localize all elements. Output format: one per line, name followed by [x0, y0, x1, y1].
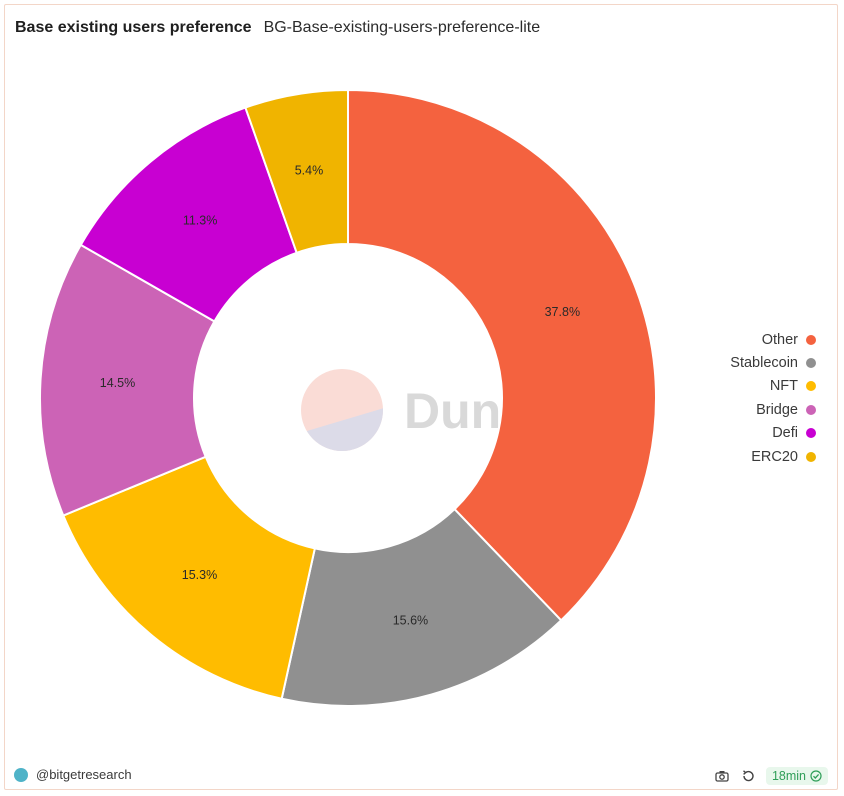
- legend-label: ERC20: [751, 448, 798, 465]
- slice-other[interactable]: [347, 88, 657, 622]
- chart-title: Base existing users preference: [15, 19, 252, 36]
- chart-header: Base existing users preference BG-Base-e…: [15, 19, 540, 37]
- legend-label: NFT: [769, 378, 798, 395]
- legend-swatch: [806, 358, 816, 369]
- legend-swatch: [806, 451, 816, 462]
- refresh-age: 18min: [771, 769, 806, 783]
- legend-label: Defi: [772, 425, 798, 442]
- data-label-stablecoin: 15.6%: [393, 613, 428, 627]
- legend-item-other[interactable]: Other: [730, 328, 816, 351]
- slice-erc20[interactable]: [244, 88, 349, 255]
- legend-swatch: [806, 334, 816, 345]
- legend-item-stablecoin[interactable]: Stablecoin: [730, 351, 816, 374]
- data-label-nft: 15.3%: [182, 568, 217, 582]
- legend-item-bridge[interactable]: Bridge: [730, 398, 816, 421]
- data-label-bridge: 14.5%: [100, 376, 135, 390]
- legend-label: Bridge: [756, 401, 798, 418]
- author-name[interactable]: @bitgetresearch: [36, 767, 132, 782]
- camera-icon[interactable]: [714, 768, 730, 784]
- legend-label: Stablecoin: [730, 355, 798, 372]
- refresh-age-badge: 18min: [765, 767, 828, 785]
- legend-item-defi[interactable]: Defi: [730, 422, 816, 445]
- dune-watermark: Dune: [301, 369, 529, 451]
- query-name[interactable]: BG-Base-existing-users-preference-lite: [263, 19, 541, 36]
- footer-actions: 18min: [714, 767, 828, 785]
- legend-item-erc20[interactable]: ERC20: [730, 445, 816, 468]
- check-circle-icon: [810, 770, 822, 782]
- slice-bridge[interactable]: [39, 243, 216, 517]
- chart-legend: Other Stablecoin NFT Bridge Defi ERC20: [730, 328, 816, 468]
- data-label-defi: 11.3%: [183, 214, 218, 228]
- slice-stablecoin[interactable]: [280, 507, 563, 707]
- refresh-icon[interactable]: [740, 768, 756, 784]
- slice-nft[interactable]: [61, 455, 317, 700]
- legend-swatch: [806, 428, 816, 439]
- avatar: [14, 767, 28, 782]
- data-label-other: 37.8%: [545, 305, 580, 319]
- data-label-erc20: 5.4%: [295, 163, 324, 177]
- author-credit[interactable]: @bitgetresearch: [14, 767, 132, 782]
- legend-item-nft[interactable]: NFT: [730, 375, 816, 398]
- legend-swatch: [806, 404, 816, 415]
- legend-label: Other: [761, 331, 798, 348]
- legend-swatch: [806, 381, 816, 392]
